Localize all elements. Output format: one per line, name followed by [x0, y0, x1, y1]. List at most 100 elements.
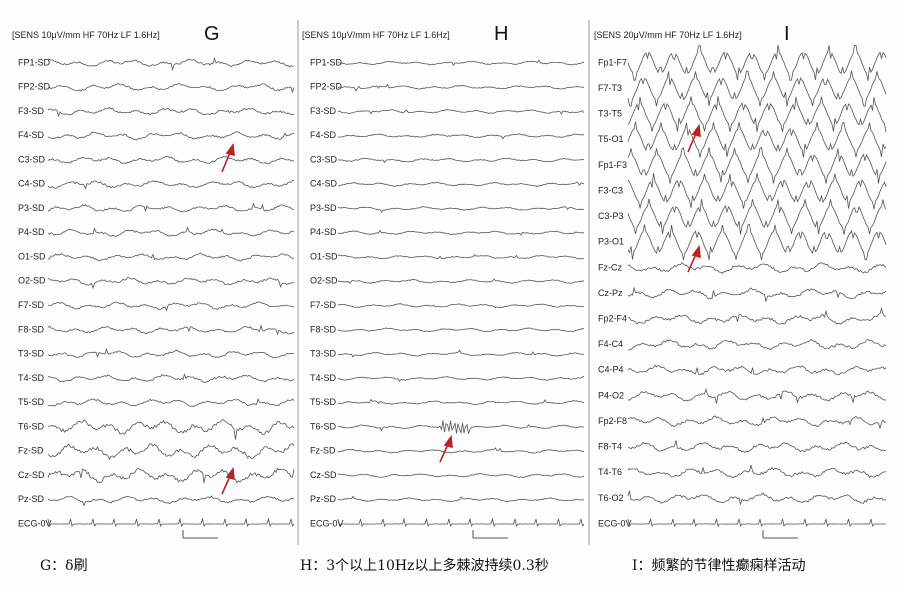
- channel-label: T3-SD: [310, 349, 337, 359]
- channel-label: P4-SD: [310, 227, 337, 237]
- channel-label: T4-SD: [310, 373, 337, 383]
- eeg-trace: [627, 364, 887, 376]
- eeg-trace: [627, 173, 887, 210]
- channel-label: C4-SD: [310, 179, 338, 189]
- channel-label: P3-SD: [310, 203, 337, 213]
- eeg-trace: [47, 106, 295, 118]
- channel-label: P3-SD: [18, 203, 45, 213]
- channel-label: FP2-SD: [18, 82, 51, 92]
- arrow-head: [691, 244, 701, 259]
- eeg-trace: [337, 229, 585, 236]
- eeg-trace: [627, 286, 887, 302]
- eeg-trace: [47, 155, 295, 165]
- eeg-trace: [47, 419, 295, 440]
- channel-label: Fz-SD: [310, 446, 336, 456]
- panel-letter: H: [494, 23, 508, 45]
- channel-label: F8-T4: [598, 442, 622, 452]
- channel-label: P4-O2: [598, 390, 624, 400]
- channel-label: F7-SD: [310, 300, 337, 310]
- eeg-trace: [627, 121, 887, 158]
- caption: I：频繁的节律性癫痫样活动: [632, 557, 806, 574]
- eeg-trace: [337, 303, 585, 308]
- arrow-head: [691, 123, 701, 138]
- channel-label: ECG-0V: [310, 518, 344, 528]
- panel-letter: I: [784, 23, 790, 45]
- channel-label: T5-SD: [310, 397, 337, 407]
- eeg-trace: [627, 224, 887, 261]
- channel-label: C4-SD: [18, 179, 46, 189]
- channel-label: F4-C4: [598, 339, 623, 349]
- eeg-trace: [627, 198, 887, 235]
- eeg-trace: [337, 181, 585, 187]
- channel-label: F8-SD: [18, 324, 45, 334]
- eeg-trace: [627, 338, 887, 351]
- channel-label: FP2-SD: [310, 82, 343, 92]
- eeg-trace: [47, 180, 294, 190]
- eeg-trace: [338, 133, 585, 140]
- eeg-trace: [337, 420, 585, 435]
- arrow-head: [443, 434, 453, 449]
- eeg-trace: [337, 278, 585, 284]
- channel-label: Cz-SD: [18, 470, 45, 480]
- channel-label: T5-SD: [18, 397, 45, 407]
- channel-label: ECG-0V: [18, 518, 52, 528]
- eeg-trace: [47, 301, 295, 312]
- channel-label: F4-SD: [310, 130, 337, 140]
- eeg-trace: [47, 467, 295, 484]
- channel-label: FP1-SD: [18, 57, 51, 67]
- channel-label: Fz-Cz: [598, 262, 622, 272]
- eeg-trace: [337, 59, 585, 67]
- eeg-trace: [337, 495, 585, 503]
- channel-label: T4-SD: [18, 373, 45, 383]
- caption: G：δ刷: [40, 558, 88, 574]
- eeg-trace: [627, 387, 887, 404]
- eeg-trace: [627, 307, 887, 325]
- ecg-trace: [627, 518, 887, 527]
- eeg-trace: [47, 226, 295, 237]
- eeg-trace: [47, 443, 295, 461]
- eeg-trace: [627, 415, 887, 430]
- panel-letter: G: [204, 23, 220, 45]
- channel-label: F8-SD: [310, 324, 337, 334]
- channel-label: Fp1-F3: [598, 160, 627, 170]
- eeg-trace: [47, 347, 295, 359]
- eeg-trace: [337, 206, 585, 213]
- channel-label: O2-SD: [18, 276, 46, 286]
- eeg-trace: [337, 376, 585, 383]
- eeg-trace: [337, 83, 585, 92]
- eeg-trace: [627, 262, 887, 274]
- channel-label: Cz-SD: [310, 470, 337, 480]
- channel-label: C3-SD: [18, 154, 46, 164]
- channel-label: C4-P4: [598, 365, 624, 375]
- eeg-trace: [627, 440, 887, 453]
- channel-label: Fp2-F8: [598, 416, 627, 426]
- eeg-trace: [627, 70, 887, 107]
- channel-label: T3-SD: [18, 349, 45, 359]
- eeg-trace: [47, 324, 295, 336]
- channel-label: Fp2-F4: [598, 313, 627, 323]
- channel-label: ECG-0V: [598, 518, 632, 528]
- eeg-trace: [47, 131, 295, 141]
- eeg-trace: [627, 490, 886, 506]
- eeg-trace: [47, 83, 295, 94]
- caption: H：3个以上10Hz以上多棘波持续0.3秒: [300, 557, 549, 574]
- eeg-trace: [627, 464, 887, 479]
- channel-label: T6-SD: [310, 421, 337, 431]
- channel-label: P3-O1: [598, 237, 624, 247]
- channel-label: T6-SD: [18, 421, 45, 431]
- channel-label: Pz-SD: [18, 494, 45, 504]
- eeg-trace: [48, 202, 294, 213]
- channel-label: C3-P3: [598, 211, 624, 221]
- eeg-trace: [47, 495, 295, 507]
- eeg-trace: [337, 349, 585, 358]
- channel-label: O1-SD: [18, 251, 46, 261]
- eeg-trace: [47, 373, 295, 384]
- eeg-trace: [337, 109, 585, 115]
- channel-label: T5-O1: [598, 134, 624, 144]
- channel-label: FP1-SD: [310, 57, 343, 67]
- channel-label: O1-SD: [310, 251, 338, 261]
- channel-label: F3-SD: [18, 106, 45, 116]
- eeg-trace: [337, 473, 585, 478]
